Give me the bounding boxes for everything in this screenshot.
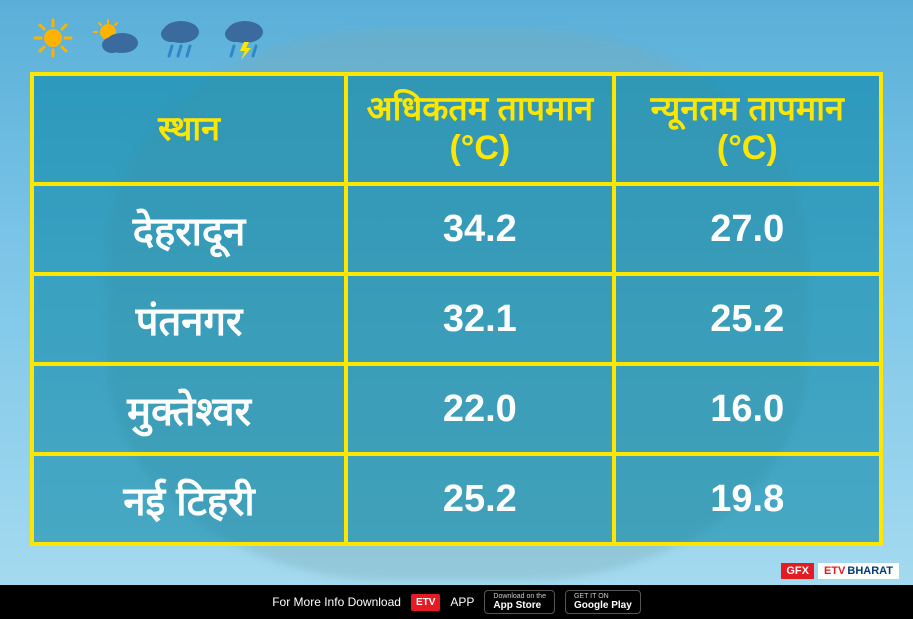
cell-place: देहरादून (32, 184, 346, 274)
table-row: मुक्तेश्वर 22.0 16.0 (32, 364, 881, 454)
col-min-temp: न्यूनतम तापमान (°C) (614, 74, 881, 184)
cell-place: मुक्तेश्वर (32, 364, 346, 454)
col-place: स्थान (32, 74, 346, 184)
etv-logo-icon: ETV (411, 594, 440, 611)
cell-max: 34.2 (346, 184, 613, 274)
cell-min: 19.8 (614, 454, 881, 544)
partly-cloudy-icon (92, 18, 142, 58)
table-row: पंतनगर 32.1 25.2 (32, 274, 881, 364)
table-row: नई टिहरी 25.2 19.8 (32, 454, 881, 544)
col-max-temp: अधिकतम तापमान (°C) (346, 74, 613, 184)
rain-icon (156, 18, 206, 58)
app-store-badge[interactable]: Download on the App Store (484, 590, 555, 615)
weather-table: स्थान अधिकतम तापमान (°C) न्यूनतम तापमान … (30, 72, 883, 546)
footer-bar: For More Info Download ETV APP Download … (0, 585, 913, 619)
cell-max: 25.2 (346, 454, 613, 544)
brand-label: ETV BHARAT (818, 563, 899, 579)
gfx-label: GFX (781, 563, 814, 579)
cell-max: 32.1 (346, 274, 613, 364)
gfx-brand-badge: GFX ETV BHARAT (781, 563, 899, 579)
table-row: देहरादून 34.2 27.0 (32, 184, 881, 274)
sun-icon (28, 18, 78, 58)
weather-icons-row (28, 18, 270, 58)
cell-min: 16.0 (614, 364, 881, 454)
footer-app-label: APP (450, 595, 474, 609)
cell-place: पंतनगर (32, 274, 346, 364)
cell-place: नई टिहरी (32, 454, 346, 544)
cell-min: 25.2 (614, 274, 881, 364)
thunderstorm-icon (220, 18, 270, 58)
cell-min: 27.0 (614, 184, 881, 274)
cell-max: 22.0 (346, 364, 613, 454)
google-play-badge[interactable]: GET IT ON Google Play (565, 590, 641, 615)
footer-text: For More Info Download (272, 595, 401, 609)
table-header-row: स्थान अधिकतम तापमान (°C) न्यूनतम तापमान … (32, 74, 881, 184)
